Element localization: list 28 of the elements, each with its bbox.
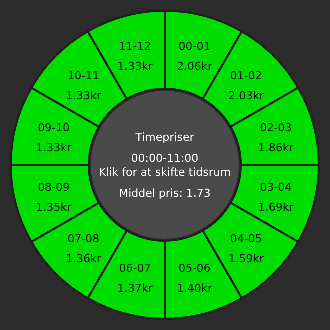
category-label: 03-04 [260, 180, 292, 194]
category-label: 08-09 [38, 180, 70, 194]
text: 00:00-11:00 [131, 152, 199, 165]
text: Klik for at skifte tidsrum [98, 166, 232, 179]
data-label: 2.03kr [228, 90, 264, 103]
data-label: 1.59kr [228, 252, 264, 266]
category-label: 04-05 [230, 232, 262, 246]
category-label: 10-11 [68, 70, 100, 83]
data-label: 1.37kr [118, 282, 154, 296]
category-label: 06-07 [119, 262, 152, 276]
category-label: 02-03 [260, 121, 292, 134]
data-label: 1.86kr [258, 141, 294, 154]
data-label: 1.33kr [36, 141, 72, 154]
data-label: 1.69kr [258, 200, 294, 214]
data-label: 1.33kr [66, 90, 102, 103]
category-label: 11-12 [119, 40, 152, 53]
data-label: 1.40kr [177, 282, 213, 296]
category-label: 09-10 [38, 121, 70, 134]
category-label: 00-01 [178, 40, 211, 53]
text: Middel pris: 1.73 [119, 187, 211, 200]
data-label: 1.35kr [36, 200, 72, 214]
data-label: 1.36kr [66, 252, 102, 266]
category-label: 01-02 [230, 70, 262, 83]
data-label: 2.06kr [177, 60, 213, 73]
category-label: 07-08 [68, 232, 100, 246]
text: Timepriser [134, 131, 195, 144]
data-label: 1.33kr [118, 60, 154, 73]
category-label: 05-06 [178, 262, 211, 276]
